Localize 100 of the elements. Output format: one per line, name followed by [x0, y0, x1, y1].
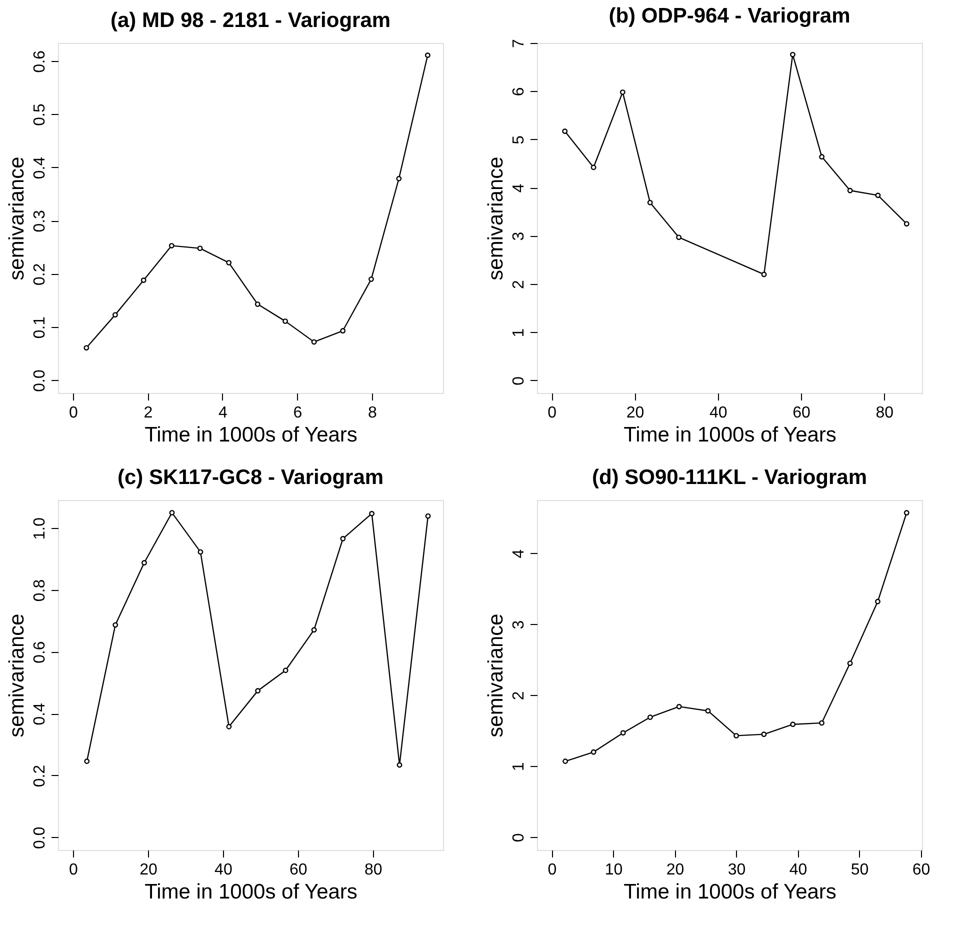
x-tick-label: 20: [140, 862, 158, 878]
y-tick-label: 0: [510, 833, 528, 842]
point: [255, 688, 261, 694]
point: [761, 732, 767, 737]
x-tick-label: 0: [548, 862, 557, 878]
point: [676, 704, 682, 710]
point: [226, 724, 232, 730]
y-tick-label: 0.0: [32, 370, 48, 392]
x-tick-label: 40: [709, 404, 728, 422]
y-tick-label: 7: [510, 38, 528, 48]
point: [282, 668, 288, 674]
y-tick-label: 1: [510, 328, 528, 338]
point: [761, 272, 767, 278]
point: [84, 758, 90, 764]
point: [734, 732, 739, 738]
x-tick-label: 60: [912, 862, 930, 878]
x-tick-label: 0: [69, 404, 78, 422]
x-tick-label: 4: [218, 404, 228, 422]
point: [875, 598, 880, 604]
point: [425, 513, 431, 519]
point: [590, 164, 596, 170]
y-axis-title: semivariance: [484, 614, 508, 738]
x-tick-label: 20: [626, 404, 644, 422]
point: [254, 301, 260, 307]
x-axis-title: Time in 1000s of Years: [144, 880, 358, 904]
y-axis-title: semivariance: [6, 156, 28, 280]
y-tick-label: 1: [510, 762, 528, 772]
x-tick-label: 80: [364, 862, 382, 878]
y-tick-label: 0.2: [32, 263, 48, 286]
point: [169, 510, 175, 516]
x-tick-label: 0: [69, 862, 78, 878]
point: [620, 89, 626, 95]
point: [198, 549, 204, 555]
y-tick-label: 0.6: [32, 641, 48, 664]
x-axis-title: Time in 1000s of Years: [144, 424, 358, 446]
chart-title: (a) MD 98 - 2181 - Variogram: [110, 9, 391, 32]
point: [197, 246, 203, 252]
y-tick-label: 1.0: [32, 517, 48, 540]
x-axis-title: Time in 1000s of Years: [624, 880, 836, 904]
y-tick-label: 0.2: [32, 764, 48, 788]
chart-title: (d) SO90-111KL - Variogram: [592, 466, 868, 489]
point: [112, 312, 118, 318]
x-tick-label: 40: [214, 862, 232, 878]
y-tick-label: 2: [510, 280, 528, 289]
y-tick-label: 5: [510, 135, 528, 144]
x-tick-label: 10: [604, 862, 623, 878]
point: [396, 176, 402, 182]
x-tick-label: 30: [728, 862, 746, 878]
chart-title: (c) SK117-GC8 - Variogram: [117, 466, 384, 489]
point: [168, 242, 174, 248]
point: [368, 276, 374, 282]
point: [819, 154, 825, 160]
x-tick-label: 60: [290, 862, 308, 878]
point: [647, 714, 653, 720]
point: [562, 758, 568, 764]
y-tick-label: 0: [510, 376, 528, 386]
point: [340, 328, 346, 334]
point: [84, 345, 90, 351]
point: [676, 234, 682, 240]
y-tick-label: 4: [510, 184, 528, 193]
x-tick-label: 40: [789, 862, 808, 878]
y-axis-title: semivariance: [484, 156, 508, 280]
point: [790, 52, 796, 58]
point: [311, 627, 317, 633]
point: [311, 339, 317, 345]
point: [705, 708, 711, 714]
point: [226, 260, 232, 266]
x-tick-label: 60: [792, 404, 811, 422]
y-tick-label: 0.0: [32, 826, 48, 849]
point: [369, 510, 374, 516]
x-tick-label: 6: [293, 404, 302, 422]
point: [340, 536, 346, 542]
y-tick-label: 0.4: [32, 702, 48, 726]
x-axis-title: Time in 1000s of Years: [624, 424, 836, 446]
y-tick-label: 2: [510, 691, 528, 700]
point: [647, 200, 653, 206]
point: [847, 188, 853, 194]
point: [819, 720, 824, 726]
chart-title: (b) ODP-964 - Variogram: [608, 4, 850, 28]
point: [590, 749, 596, 755]
x-tick-label: 0: [548, 404, 557, 422]
y-tick-label: 3: [510, 232, 528, 241]
y-tick-label: 0.3: [32, 210, 48, 232]
y-tick-label: 4: [510, 549, 528, 558]
y-tick-label: 0.4: [32, 156, 48, 180]
x-tick-label: 8: [368, 404, 378, 422]
x-tick-label: 2: [144, 404, 153, 422]
point: [847, 660, 853, 666]
point: [112, 622, 118, 628]
y-tick-label: 0.1: [32, 316, 48, 339]
point: [396, 762, 402, 768]
point: [140, 278, 146, 283]
x-tick-label: 20: [666, 862, 684, 878]
point: [904, 510, 910, 516]
y-axis-title: semivariance: [6, 614, 28, 738]
y-tick-label: 0.8: [32, 579, 48, 602]
point: [790, 722, 796, 728]
point: [142, 560, 147, 566]
y-tick-label: 3: [510, 620, 528, 630]
x-tick-label: 50: [850, 862, 869, 878]
